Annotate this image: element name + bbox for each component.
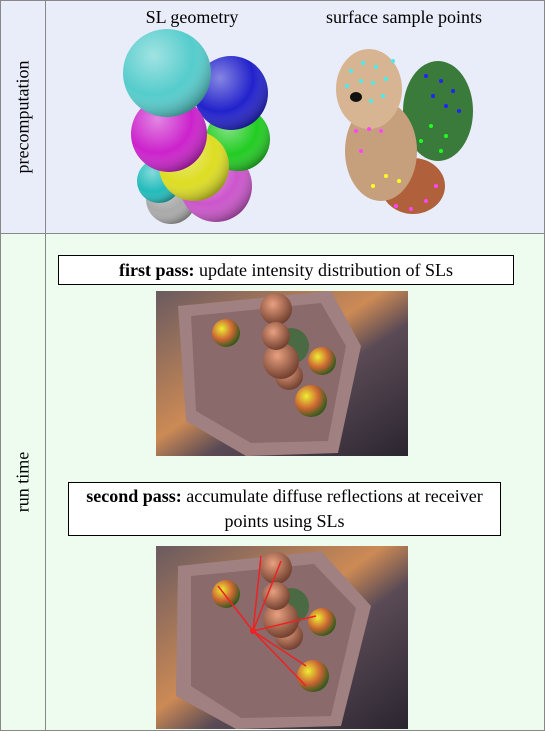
precomputation-images [1, 1, 546, 235]
render-second-pass [156, 546, 408, 729]
runtime-panel: run time first pass: update intensity di… [0, 233, 545, 731]
sl-spheres [123, 29, 270, 224]
render-first-pass [156, 291, 408, 456]
precomputation-panel: precomputation SL geometry surface sampl… [0, 0, 545, 234]
runtime-images [1, 234, 546, 731]
figure: precomputation SL geometry surface sampl… [0, 0, 546, 731]
squirrel-samples [336, 49, 473, 214]
